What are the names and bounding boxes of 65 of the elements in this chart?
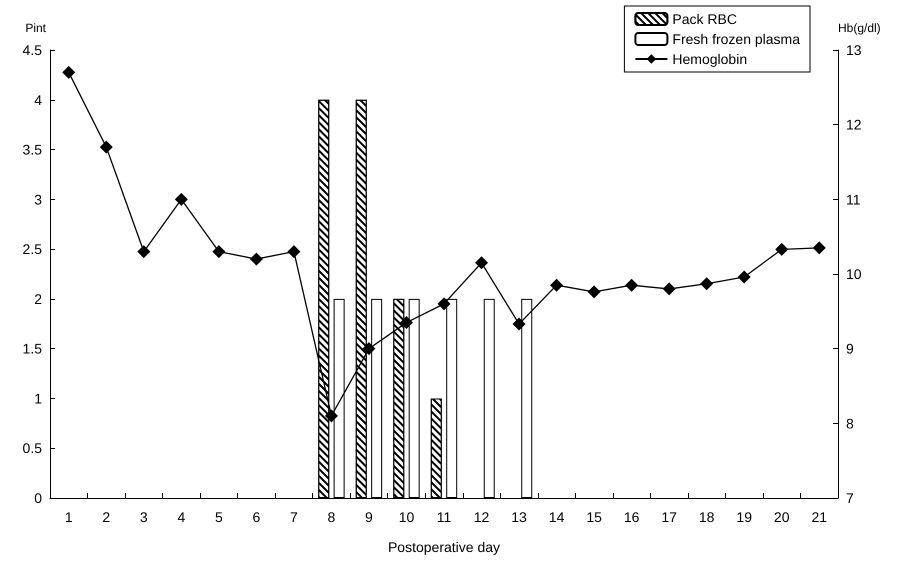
x-tick-label: 19 [736, 509, 752, 525]
x-tick-label: 14 [548, 509, 565, 525]
y2-axis-title: Hb(g/dl) [838, 21, 881, 35]
x-tick-label: 21 [811, 509, 828, 525]
y-tick-label: 1.5 [22, 340, 42, 357]
y-tick-label: 1 [34, 390, 42, 406]
x-tick-label: 18 [698, 509, 715, 525]
point [475, 256, 488, 270]
x-tick-label: 13 [511, 509, 528, 525]
point [212, 245, 226, 258]
x-tick-label: 6 [252, 509, 260, 525]
y2-tick-label: 13 [846, 42, 862, 58]
y-tick-label: 2 [34, 290, 42, 307]
point [438, 297, 450, 310]
x-tick-label: 7 [290, 509, 298, 525]
point [625, 278, 638, 292]
y2-tick-label: 7 [846, 490, 854, 506]
point [362, 342, 376, 356]
point [62, 66, 76, 79]
y2-tick-label: 9 [846, 340, 854, 357]
legend-label: Hemoglobin [672, 51, 748, 67]
y-tick-label: 4.5 [22, 42, 42, 58]
x-tick-label: 16 [624, 509, 640, 525]
y-tick-label: 3 [34, 191, 42, 208]
point [738, 270, 751, 284]
x-tick-label: 3 [140, 509, 148, 525]
point [250, 252, 263, 266]
x-tick-label: 11 [436, 509, 452, 525]
y2-tick-label: 10 [846, 266, 862, 282]
point [700, 277, 714, 290]
x-tick-label: 15 [586, 509, 602, 525]
point [100, 140, 113, 154]
point [287, 245, 300, 258]
point [775, 242, 788, 256]
x-axis-title: Postoperative day [388, 539, 500, 555]
y-tick-label: 3.5 [22, 142, 42, 158]
x-tick-label: 20 [774, 509, 790, 525]
y2-tick-label: 12 [846, 116, 862, 133]
point [662, 282, 676, 296]
y-axis-title: Pint [25, 21, 47, 35]
x-tick-label: 10 [398, 509, 414, 525]
point [400, 316, 413, 330]
x-tick-label: 12 [474, 509, 490, 525]
y-tick-label: 0.5 [22, 440, 42, 456]
x-tick-label: 2 [102, 509, 110, 525]
legend-label: Fresh frozen plasma [672, 31, 800, 47]
x-tick-label: 8 [328, 509, 336, 525]
point [588, 285, 601, 298]
x-tick-label: 9 [365, 509, 374, 525]
point [550, 278, 564, 292]
point [137, 245, 150, 258]
y2-tick-label: 11 [846, 191, 861, 208]
x-tick-label: 4 [177, 509, 186, 525]
y-tick-label: 0 [34, 490, 42, 506]
x-tick-label: 5 [214, 509, 223, 525]
point [324, 409, 338, 422]
x-tick-label: 1 [64, 509, 73, 525]
point [812, 241, 826, 254]
point [512, 318, 526, 331]
y-tick-label: 4 [34, 92, 42, 108]
legend-label: Pack RBC [672, 11, 737, 27]
y-tick-label: 2.5 [22, 241, 42, 258]
point [174, 192, 188, 206]
y2-tick-label: 8 [846, 415, 854, 432]
x-tick-label: 17 [661, 509, 678, 525]
